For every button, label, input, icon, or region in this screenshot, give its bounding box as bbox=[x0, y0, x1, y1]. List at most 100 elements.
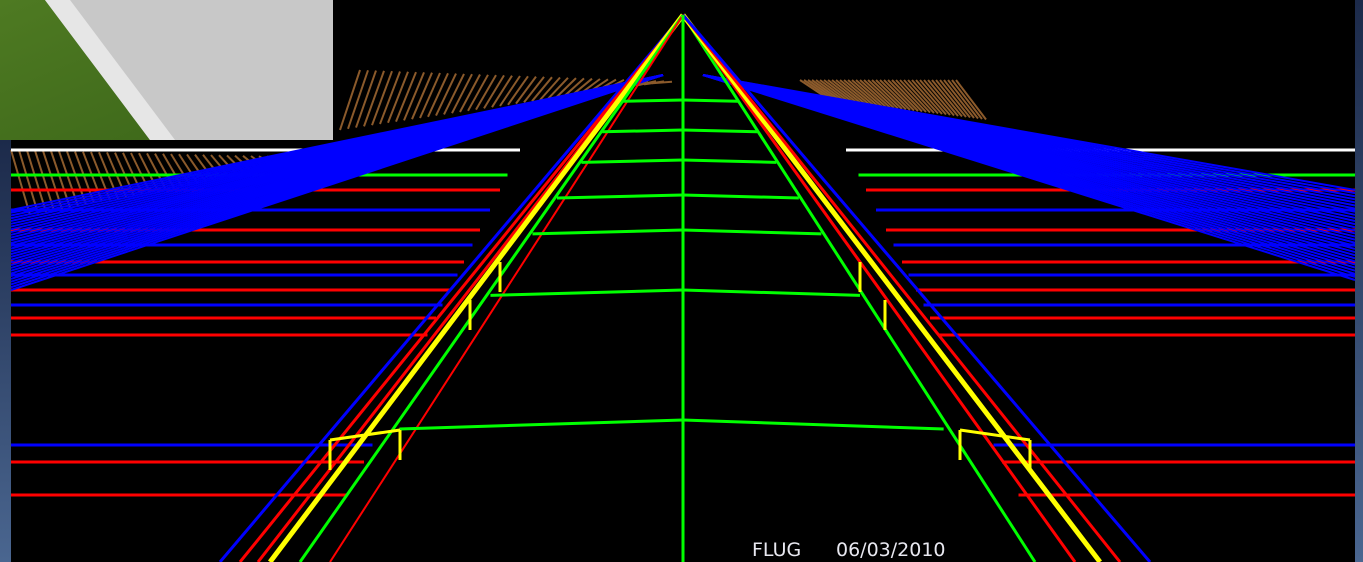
wire bbox=[563, 77, 585, 98]
wire bbox=[923, 79, 955, 117]
wire bbox=[903, 79, 935, 114]
wire bbox=[831, 79, 863, 105]
wire bbox=[835, 79, 867, 106]
wire bbox=[475, 74, 497, 111]
wire bbox=[879, 79, 911, 111]
wire bbox=[34, 150, 55, 211]
wire bbox=[395, 71, 417, 122]
wire bbox=[959, 428, 1031, 442]
wire bbox=[238, 14, 685, 562]
wire bbox=[823, 79, 855, 104]
wire bbox=[682, 228, 822, 236]
wire bbox=[899, 79, 931, 114]
wire bbox=[939, 79, 971, 119]
wire bbox=[556, 193, 684, 200]
wire bbox=[547, 77, 569, 100]
wire bbox=[602, 128, 684, 134]
inset-photo bbox=[0, 0, 333, 140]
wire bbox=[26, 150, 47, 213]
wire bbox=[499, 75, 521, 107]
wire bbox=[891, 79, 923, 113]
wire bbox=[491, 75, 513, 108]
wire bbox=[682, 98, 738, 103]
wire bbox=[682, 193, 799, 200]
wire bbox=[427, 72, 449, 118]
slide-edge-right bbox=[1355, 0, 1363, 562]
wire bbox=[681, 13, 1102, 562]
wire bbox=[298, 14, 685, 562]
footer-label: FLUG bbox=[752, 539, 802, 561]
wire bbox=[907, 79, 939, 115]
wire bbox=[18, 149, 39, 214]
wire bbox=[379, 71, 401, 125]
road-surface bbox=[45, 0, 333, 140]
wire bbox=[268, 13, 685, 562]
wire bbox=[531, 76, 553, 102]
wire bbox=[887, 79, 919, 112]
wire bbox=[911, 79, 943, 115]
wire bbox=[871, 79, 903, 110]
wire bbox=[863, 79, 895, 109]
wire bbox=[827, 79, 859, 105]
wire bbox=[851, 79, 883, 108]
wire bbox=[859, 79, 891, 109]
wire bbox=[10, 149, 31, 216]
wire bbox=[943, 79, 975, 119]
wire bbox=[955, 79, 987, 121]
wire bbox=[919, 79, 951, 116]
wire bbox=[819, 79, 851, 104]
wire bbox=[419, 72, 441, 119]
wire bbox=[843, 79, 875, 107]
wire bbox=[329, 14, 684, 562]
wire bbox=[411, 72, 433, 120]
wire bbox=[681, 14, 1152, 562]
wire bbox=[951, 79, 983, 120]
wire bbox=[467, 74, 489, 112]
wire bbox=[839, 79, 871, 106]
slide-edge-left bbox=[0, 140, 11, 562]
wire bbox=[682, 288, 861, 297]
wire bbox=[507, 75, 529, 106]
wire bbox=[555, 77, 577, 99]
wire bbox=[523, 76, 545, 104]
wire bbox=[355, 70, 377, 128]
road-edge bbox=[45, 0, 175, 140]
wire bbox=[483, 74, 505, 109]
wire bbox=[490, 288, 684, 297]
wire bbox=[855, 79, 887, 108]
wire bbox=[682, 158, 777, 164]
wire bbox=[403, 72, 425, 121]
wire bbox=[532, 228, 684, 236]
wire bbox=[435, 73, 457, 117]
wire bbox=[895, 79, 927, 113]
road-lines bbox=[10, 13, 1356, 562]
wire bbox=[931, 79, 963, 118]
wire bbox=[682, 418, 944, 431]
wire bbox=[681, 14, 1077, 562]
footer-date: 06/03/2010 bbox=[836, 539, 946, 561]
wire bbox=[702, 74, 1356, 281]
wire bbox=[581, 158, 684, 164]
wire bbox=[681, 14, 1122, 562]
wire bbox=[935, 79, 967, 118]
wire bbox=[515, 76, 537, 105]
wire bbox=[682, 128, 758, 134]
wire bbox=[651, 80, 673, 85]
wire bbox=[387, 71, 409, 124]
wire bbox=[883, 79, 915, 112]
wire bbox=[10, 74, 664, 291]
wire bbox=[218, 14, 685, 562]
wire bbox=[399, 418, 684, 431]
wire bbox=[623, 98, 684, 103]
wire bbox=[847, 79, 879, 107]
wire bbox=[371, 70, 393, 126]
wire bbox=[947, 79, 979, 120]
wire bbox=[443, 73, 465, 115]
wire bbox=[539, 76, 561, 101]
wire bbox=[875, 79, 907, 111]
wire bbox=[363, 70, 385, 127]
wire bbox=[451, 73, 473, 114]
wire bbox=[915, 79, 947, 116]
